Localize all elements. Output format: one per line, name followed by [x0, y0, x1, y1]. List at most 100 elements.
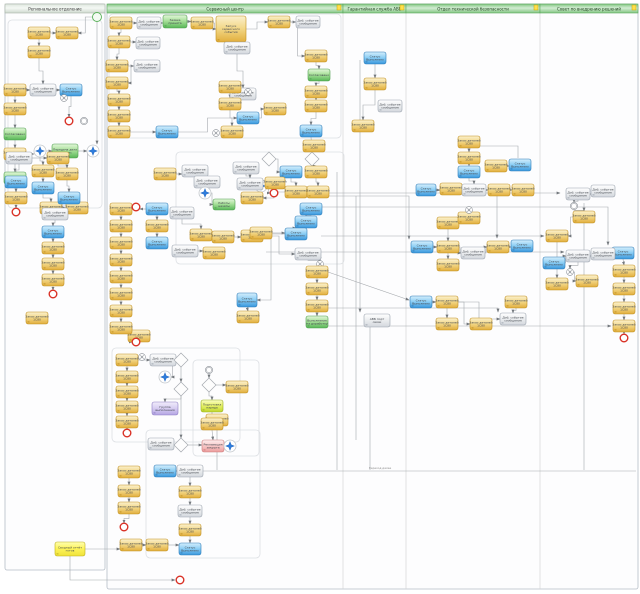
start-event-icon[interactable] [92, 12, 102, 22]
blue-task-node[interactable]: Статус Выполнено [294, 215, 318, 229]
pink-task-node[interactable]: Рекламация закрыта [201, 439, 225, 453]
gray-task-node[interactable]: Доб. событие сообщение [149, 353, 177, 367]
blue-task-node[interactable]: Статус Выполнено [611, 246, 635, 260]
intermediate-event-icon[interactable] [80, 117, 88, 125]
blue-task-node[interactable]: Статус Выполнено [410, 240, 434, 254]
end-event-icon[interactable] [131, 202, 141, 212]
gray-task-node[interactable]: Доб. событие сообщение [565, 249, 591, 263]
green-task-node[interactable]: Работы начаты [212, 198, 236, 211]
blue-task-node[interactable]: Статус Выполнено [31, 181, 55, 195]
gateway-diamond-icon[interactable] [173, 381, 189, 397]
gateway-diamond-icon[interactable] [201, 377, 217, 393]
yellow-task-node[interactable]: Сводный отчёт готов [54, 541, 86, 557]
cancel-event-icon[interactable] [138, 353, 146, 361]
gray-task-node[interactable]: Доб. событие сообщение [499, 312, 527, 326]
gateway-star-icon[interactable] [223, 439, 237, 453]
lane-collapse-marker[interactable] [533, 4, 539, 11]
blue-task-node[interactable]: Статус Выполнено [57, 191, 81, 205]
green-task-node[interactable]: Выполнение на доработку [305, 315, 329, 329]
blue-task-node[interactable]: Статус Выполнено [145, 202, 169, 216]
gray-task-node[interactable]: Доб. событие сообщение [181, 164, 209, 178]
gray-task-node[interactable]: Доб. событие сообщение [565, 187, 591, 201]
blue-task-node[interactable]: Статус Выполнено [279, 165, 303, 179]
end-event-icon[interactable] [175, 575, 185, 585]
blue-task-node[interactable]: Статус Выполнено [41, 225, 65, 239]
gray-task-node[interactable]: Доб. событие сообщение [295, 15, 321, 29]
end-event-icon[interactable] [64, 116, 74, 126]
gray-task-node[interactable]: Доб. событие сообщение [136, 16, 162, 30]
end-event-icon[interactable] [619, 333, 629, 343]
gray-task-node[interactable]: Доб. событие сообщение [236, 177, 264, 191]
blue-task-node[interactable]: Статус Выполнено [299, 202, 323, 216]
gray-task-node[interactable]: Доб. событие сообщение [590, 184, 616, 198]
cancel-event-icon[interactable] [566, 268, 574, 276]
blue-task-node[interactable]: Статус Выполнено [299, 124, 323, 138]
end-event-icon[interactable] [119, 522, 129, 532]
gateway-diamond-icon[interactable] [261, 151, 277, 167]
cancel-event-icon[interactable] [465, 206, 473, 214]
end-event-icon[interactable] [131, 337, 141, 347]
cancel-event-icon[interactable] [60, 94, 68, 102]
blue-task-node[interactable]: Статус Выполнено [457, 165, 481, 179]
gray-task-node[interactable]: Доб. событие сообщение [223, 41, 251, 55]
end-event-icon[interactable] [11, 207, 21, 217]
lavender-task-node[interactable]: Группа выполнения [151, 401, 179, 416]
end-event-icon[interactable] [122, 428, 132, 438]
blue-task-node[interactable]: Статус Выполнено [178, 542, 202, 556]
cancel-event-icon[interactable] [212, 129, 220, 137]
blue-task-node[interactable]: Статус Выполнено [409, 295, 433, 309]
gray-task-node[interactable]: Доб. событие сообщение [135, 36, 161, 50]
intermediate-event-icon[interactable] [570, 202, 578, 210]
blue-task-node[interactable]: Статус Выполнено [155, 125, 179, 139]
